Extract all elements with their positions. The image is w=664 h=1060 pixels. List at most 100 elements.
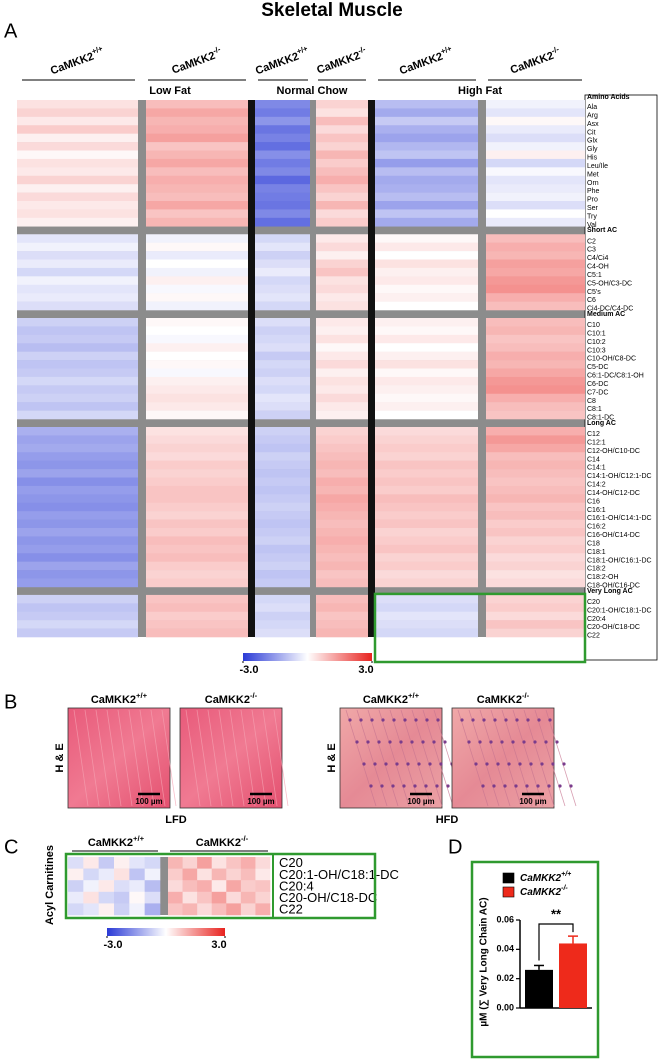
heatmap-cell	[226, 903, 242, 916]
heatmap-cell	[316, 259, 368, 269]
heatmap-cell	[182, 903, 198, 916]
nucleus	[436, 718, 440, 722]
fiber-streak	[84, 709, 100, 807]
label-base: CaMKK2	[398, 50, 445, 77]
heatmap-cell	[146, 142, 248, 151]
heatmap-cell	[375, 469, 478, 478]
heatmap-cell	[486, 443, 585, 453]
heatmap-cell	[197, 891, 213, 904]
heatmap-cell	[375, 242, 478, 252]
axis-label: µM (∑ Very Long Chain AC)	[479, 897, 490, 1026]
heatmap-cell	[375, 217, 478, 227]
heatmap-cell	[316, 284, 368, 294]
label-superscript: -/-	[561, 885, 568, 892]
fiber-streak	[218, 709, 234, 807]
heatmap-cell	[182, 868, 198, 881]
heatmap-cell	[255, 868, 271, 881]
nucleus	[406, 762, 410, 766]
heatmap-cell	[68, 880, 84, 893]
fiber-streak	[389, 709, 421, 807]
heatmap-cell	[375, 628, 478, 638]
heatmap-cell	[98, 880, 115, 893]
heatmap-cell	[375, 192, 478, 202]
heatmap-cell	[375, 620, 478, 629]
heatmap-cell	[168, 903, 183, 916]
label-superscript: +/+	[136, 691, 148, 700]
heatmap-cell	[486, 217, 585, 227]
heatmap-cell	[316, 528, 368, 537]
heatmap-cell	[211, 903, 227, 916]
heatmap-cell	[197, 868, 213, 881]
heatmap-cell	[486, 267, 585, 277]
label-superscript: -/-	[357, 44, 367, 55]
heatmap-cell	[146, 435, 248, 445]
bar	[559, 943, 587, 1008]
heatmap-cell	[486, 469, 585, 478]
scale-label: 100 µm	[407, 797, 434, 806]
nucleus	[548, 718, 552, 722]
heatmap-cell	[255, 611, 310, 621]
row-label: Glx	[587, 138, 598, 145]
nucleus	[562, 762, 566, 766]
nucleus	[373, 762, 377, 766]
diet-label: Low Fat	[149, 85, 191, 97]
nucleus	[558, 784, 562, 788]
heatmap-cell	[146, 125, 248, 134]
heatmap-cell	[146, 284, 248, 294]
heatmap-cell	[316, 477, 368, 487]
image-label: CaMKK2+/+	[91, 691, 148, 706]
heatmap-cell	[375, 167, 478, 177]
heatmap-cell	[146, 427, 248, 436]
heatmap-cell	[17, 192, 138, 202]
nucleus	[402, 784, 406, 788]
heatmap-cell	[255, 628, 310, 638]
heatmap-cell	[146, 620, 248, 629]
row-label: C10:2	[587, 339, 606, 346]
heatmap-cell	[375, 376, 478, 386]
heatmap-cell	[255, 293, 310, 302]
heatmap-cell	[17, 544, 138, 554]
heatmap-cell	[316, 343, 368, 352]
heatmap-cell	[486, 536, 585, 546]
row-label: C18:1	[587, 549, 606, 556]
heatmap-cell	[255, 217, 310, 227]
row-label: Cit	[587, 129, 596, 136]
heatmap-cell	[316, 427, 368, 436]
heatmap-cell	[316, 578, 368, 588]
heatmap-cell	[486, 318, 585, 327]
nucleus	[366, 740, 370, 744]
heatmap-cell	[375, 284, 478, 294]
heatmap-cell	[255, 376, 310, 386]
heatmap-cell	[255, 494, 310, 504]
heatmap-cell	[316, 410, 368, 420]
heatmap-cell	[486, 150, 585, 160]
heatmap-cell	[146, 410, 248, 420]
scale-label: 100 µm	[135, 797, 162, 806]
heatmap-cell	[255, 301, 310, 311]
label-superscript: -/-	[550, 44, 560, 55]
heatmap-cell	[146, 376, 248, 386]
heatmap-cell	[17, 611, 138, 621]
fiber-streak	[422, 709, 454, 807]
row-label: Orn	[587, 180, 599, 187]
heatmap-cell	[17, 158, 138, 168]
heatmap-cell	[146, 594, 248, 604]
nucleus	[537, 718, 541, 722]
heatmap-cell	[255, 427, 310, 436]
fiber-streak	[128, 709, 144, 807]
group-label: CaMKK2-/-	[508, 44, 563, 77]
heatmap-cell	[486, 485, 585, 495]
label-superscript: +/+	[90, 43, 104, 55]
heatmap-cell	[316, 351, 368, 361]
heatmap-cell	[146, 334, 248, 344]
heatmap-cell	[486, 175, 585, 185]
heatmap-cell	[316, 561, 368, 571]
heatmap-cell	[316, 125, 368, 134]
legend-label: CaMKK2+/+	[520, 871, 571, 883]
highlight-box	[470, 860, 600, 1059]
highlight-box	[64, 852, 377, 920]
heatmap-cell	[375, 150, 478, 160]
heatmap-cell	[486, 611, 585, 621]
heatmap-cell	[17, 343, 138, 352]
heatmap-cell	[255, 259, 310, 269]
